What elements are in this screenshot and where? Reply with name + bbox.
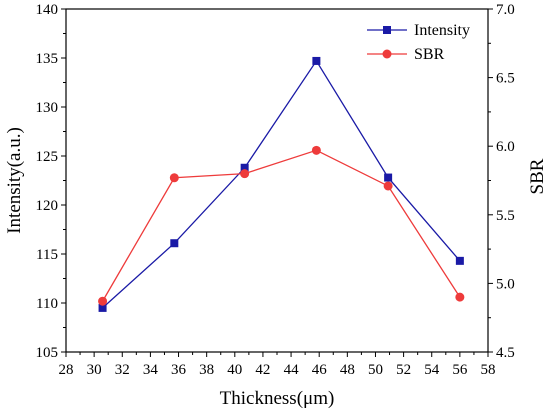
y-left-tick-label: 105	[36, 345, 59, 361]
x-tick-label: 48	[340, 362, 355, 378]
y-left-tick-label: 115	[36, 247, 58, 263]
y-left-tick-label: 120	[36, 198, 59, 214]
data-point	[170, 239, 179, 248]
y-right-tick-label: 5.0	[496, 276, 515, 292]
legend-marker	[382, 49, 392, 59]
data-point	[384, 173, 393, 182]
series-layer	[98, 56, 465, 312]
data-point	[240, 169, 250, 179]
data-point	[240, 163, 249, 172]
legend: Intensity SBR	[367, 22, 470, 63]
legend-item: SBR	[367, 46, 445, 63]
x-tick-label: 36	[171, 362, 187, 378]
y-right-tick-label: 5.5	[496, 208, 515, 224]
x-tick-label: 58	[481, 362, 496, 378]
x-tick-label: 52	[396, 362, 411, 378]
x-tick-label: 46	[312, 362, 328, 378]
y-left-tick-label: 135	[36, 51, 59, 67]
data-point	[98, 303, 107, 312]
x-axis-title: Thickness(μm)	[220, 388, 335, 409]
y-right-tick-label: 6.0	[496, 139, 515, 155]
data-point	[455, 256, 464, 265]
x-tick-label: 44	[284, 362, 300, 378]
y-left-axis-title: Intensity(a.u.)	[4, 127, 25, 234]
data-point	[312, 56, 321, 65]
x-tick-label: 38	[199, 362, 214, 378]
y-left-tick-label: 130	[36, 100, 59, 116]
data-point	[455, 292, 465, 302]
y-right-tick-label: 6.5	[496, 71, 515, 87]
y-left-tick-label: 125	[36, 149, 59, 165]
data-point	[169, 173, 179, 183]
y-right-tick-label: 4.5	[496, 345, 515, 361]
x-tick-label: 40	[227, 362, 242, 378]
y-left-tick-label: 110	[36, 296, 58, 312]
y-right-tick-label: 7.0	[496, 2, 515, 18]
legend-item: Intensity	[367, 22, 470, 39]
y-right-axis-title: SBR	[527, 158, 548, 194]
x-tick-label: 34	[143, 362, 159, 378]
x-tick-label: 32	[115, 362, 130, 378]
data-point	[383, 181, 393, 191]
legend-label: SBR	[414, 46, 445, 63]
series-line	[102, 149, 461, 302]
x-tick-label: 56	[452, 362, 468, 378]
y-left-tick-label: 140	[36, 2, 59, 18]
x-tick-label: 30	[87, 362, 102, 378]
x-tick-label: 54	[424, 362, 440, 378]
x-tick-label: 50	[368, 362, 383, 378]
series-sbr	[98, 145, 465, 306]
legend-marker	[383, 26, 391, 34]
data-point	[311, 145, 321, 155]
x-tick-label: 42	[255, 362, 270, 378]
series-intensity	[98, 56, 464, 312]
data-point	[98, 296, 108, 306]
x-tick-label: 28	[59, 362, 74, 378]
ticks: 28 30 32 34 36 38 40 42 44 46 48 50 52 54 56 58 105 110 11…	[36, 2, 515, 378]
series-line	[102, 59, 461, 309]
legend-label: Intensity	[414, 22, 470, 39]
